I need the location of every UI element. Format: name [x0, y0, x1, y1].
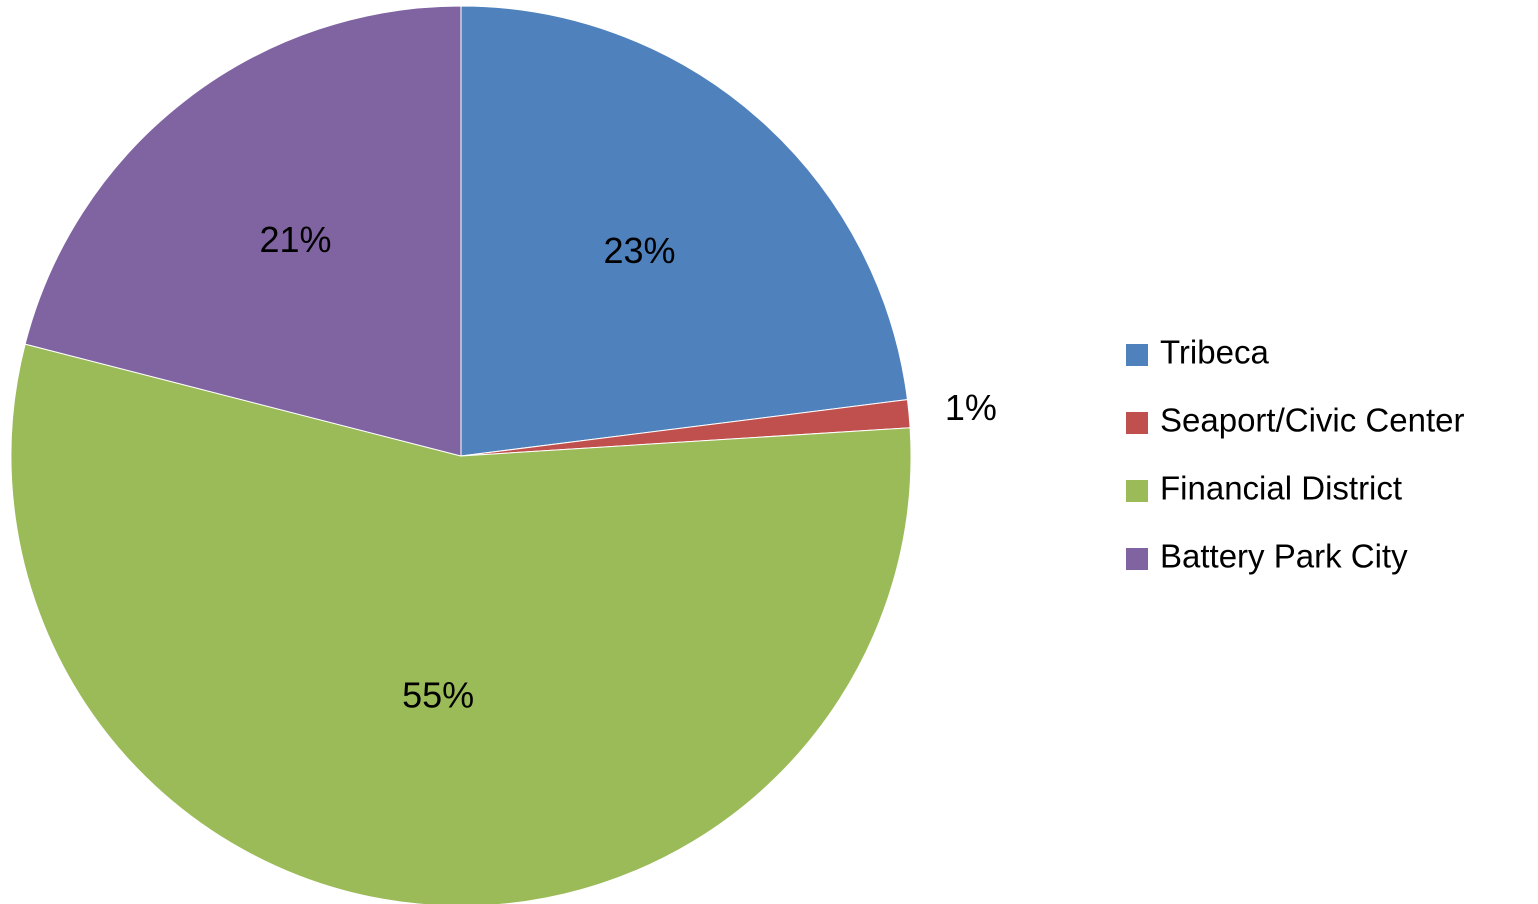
legend-label: Financial District [1160, 470, 1402, 507]
legend-swatch [1126, 548, 1148, 570]
legend-label: Tribeca [1160, 334, 1269, 371]
pie-slice [460, 5, 909, 457]
legend-swatch [1126, 412, 1148, 434]
data-label: 55% [402, 674, 474, 715]
legend-label: Battery Park City [1160, 538, 1408, 575]
pie-slice [24, 5, 462, 457]
legend-swatch [1126, 344, 1148, 366]
data-label: 1% [945, 387, 997, 428]
legend-label: Seaport/Civic Center [1160, 402, 1464, 439]
legend-swatch [1126, 480, 1148, 502]
pie-slice [10, 343, 912, 904]
data-label: 21% [259, 219, 331, 260]
data-label: 23% [604, 230, 676, 271]
